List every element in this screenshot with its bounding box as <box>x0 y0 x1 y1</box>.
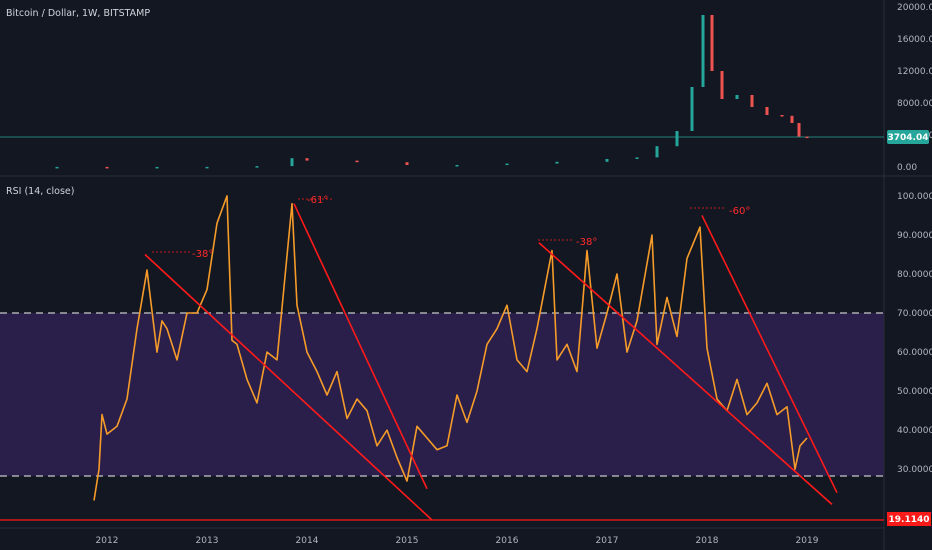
price-candle <box>205 166 209 169</box>
rsi-tick-label: 100.0000 <box>897 192 932 202</box>
symbol-title: Bitcoin / Dollar, 1W, BITSTAMP <box>6 8 150 19</box>
rsi-line <box>93 195 808 501</box>
support-level-label: 19.1140 <box>889 515 930 525</box>
time-axis-ticks: 2012 2013 2014 2015 2016 2017 2018 2019 <box>96 536 819 546</box>
time-tick-label: 2019 <box>796 536 819 546</box>
time-tick-label: 2015 <box>396 536 419 546</box>
angle-annotation: -38° <box>192 249 213 260</box>
price-candle <box>505 163 509 166</box>
price-candle <box>605 159 609 162</box>
price-candle <box>720 71 724 99</box>
price-candle <box>455 165 459 167</box>
trendline <box>144 253 433 521</box>
rsi-tick-label: 90.0000 <box>897 231 932 241</box>
rsi-tick-label: 50.0000 <box>897 387 932 397</box>
price-candle <box>710 15 714 71</box>
price-candle <box>355 160 359 163</box>
price-candle <box>675 131 679 147</box>
time-tick-label: 2017 <box>596 536 619 546</box>
rsi-tick-label: 40.0000 <box>897 426 932 436</box>
trendline <box>701 215 838 494</box>
price-candle <box>305 158 309 161</box>
price-candles <box>55 15 809 169</box>
trendline <box>538 242 833 505</box>
price-tick-label: 12000.00 <box>897 67 932 77</box>
price-candle <box>790 115 794 123</box>
last-price-label: 3704.04 <box>888 133 929 143</box>
time-tick-label: 2014 <box>296 536 319 546</box>
price-candle <box>805 136 809 139</box>
price-candle <box>701 15 705 87</box>
price-candle <box>735 95 739 99</box>
price-tick-label: 20000.00 <box>897 3 932 13</box>
price-candle <box>105 166 109 169</box>
price-candle <box>797 123 801 137</box>
rsi-title: RSI (14, close) <box>6 186 74 197</box>
price-candle <box>655 146 659 158</box>
price-candle <box>290 158 294 167</box>
last-price-badge <box>887 130 929 144</box>
rsi-tick-label: 30.0000 <box>897 465 932 475</box>
time-tick-label: 2013 <box>196 536 219 546</box>
price-candle <box>780 115 784 117</box>
price-candle <box>405 162 409 165</box>
price-candle <box>765 107 769 115</box>
rsi-axis-ticks: 100.0000 90.0000 80.0000 70.0000 60.0000 50.0… <box>897 192 932 475</box>
angle-annotation: -61° <box>307 195 328 206</box>
price-candle <box>55 166 59 169</box>
time-tick-label: 2018 <box>696 536 719 546</box>
price-candle <box>255 166 259 168</box>
price-candle <box>750 95 754 107</box>
price-candle <box>155 166 159 169</box>
time-tick-label: 2016 <box>496 536 519 546</box>
trendlines <box>144 203 838 521</box>
price-candle <box>690 87 694 131</box>
rsi-tick-label: 60.0000 <box>897 348 932 358</box>
support-level-badge <box>887 512 931 526</box>
angle-annotation: -60° <box>729 206 750 217</box>
rsi-tick-label: 70.0000 <box>897 309 932 319</box>
price-candle <box>555 161 559 164</box>
price-tick-label: 8000.00 <box>897 99 932 109</box>
rsi-tick-label: 80.0000 <box>897 270 932 280</box>
price-candle <box>635 157 639 159</box>
angle-annotation: -38° <box>576 237 597 248</box>
price-tick-label: 16000.00 <box>897 35 932 45</box>
time-tick-label: 2012 <box>96 536 119 546</box>
price-tick-label: 0.00 <box>897 163 917 173</box>
trendline <box>293 203 428 490</box>
rsi-band <box>0 313 884 476</box>
